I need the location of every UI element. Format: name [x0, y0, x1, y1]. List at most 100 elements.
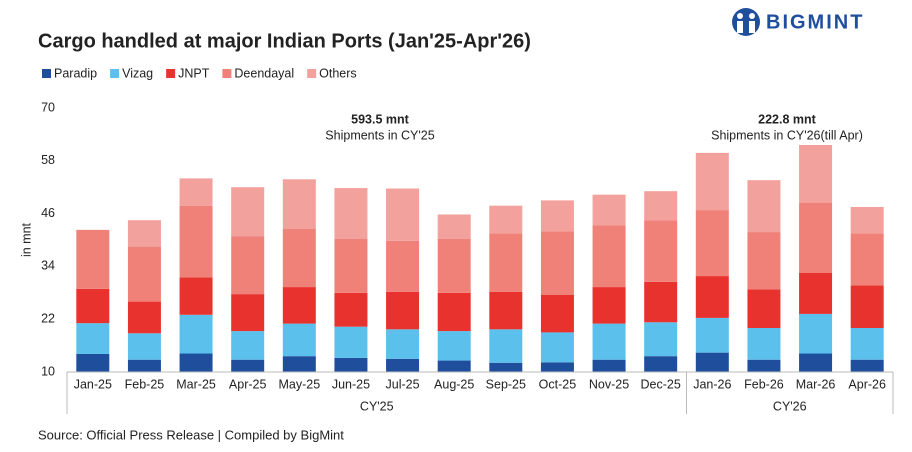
y-tick-label: 58	[41, 153, 55, 167]
group-label: CY'26	[773, 399, 807, 413]
bar-segment	[334, 292, 368, 327]
x-tick-label: Mar-26	[796, 377, 836, 391]
bar-segment	[747, 180, 781, 233]
bar-segment	[592, 323, 626, 360]
legend-label: Paradip	[54, 66, 97, 80]
bar-segment	[540, 332, 574, 363]
bar-segment	[747, 289, 781, 328]
bar-segment	[386, 358, 420, 372]
bar-segment	[127, 333, 161, 360]
bar-segment	[179, 353, 213, 372]
bar-segment	[179, 277, 213, 315]
bar-segment	[386, 329, 420, 359]
bar-segment	[127, 359, 161, 372]
logo-icon	[732, 8, 760, 36]
bar-segment	[489, 205, 523, 234]
legend-label: Deendayal	[234, 66, 294, 80]
bar-segment	[747, 359, 781, 372]
bar-segment	[231, 359, 265, 372]
bar-segment	[179, 314, 213, 354]
bar-segment	[540, 362, 574, 372]
legend-swatch	[110, 69, 120, 78]
x-tick-label: Mar-25	[176, 377, 216, 391]
bar-segment	[386, 188, 420, 241]
x-tick-label: Jan-25	[74, 377, 112, 391]
y-tick-label: 22	[41, 311, 55, 325]
x-tick-label: Oct-25	[539, 377, 577, 391]
bar-segment	[850, 328, 884, 360]
bar-segment	[799, 353, 833, 372]
bar-segment	[334, 357, 368, 372]
bar-segment	[282, 229, 316, 288]
bar-segment	[644, 220, 678, 282]
bar-segment	[850, 207, 884, 234]
bar-segment	[231, 331, 265, 360]
bar-segment	[592, 359, 626, 372]
x-tick-label: Feb-25	[125, 377, 165, 391]
logo-icon-body	[749, 21, 755, 33]
bar-segment	[799, 144, 833, 203]
bar-segment	[747, 328, 781, 360]
x-tick-label: Sep-25	[486, 377, 526, 391]
bar-segment	[489, 329, 523, 363]
bar-segment	[747, 232, 781, 290]
legend-label: Others	[319, 66, 357, 80]
bar-segment	[592, 194, 626, 226]
bar-segment	[282, 287, 316, 324]
x-tick-label: Jun-25	[332, 377, 370, 391]
logo: BIGMINT	[732, 8, 864, 36]
x-tick-label: Nov-25	[589, 377, 629, 391]
bar-segment	[644, 281, 678, 323]
legend-swatch	[42, 69, 51, 78]
bar-segment	[850, 359, 884, 372]
bar-segment	[334, 188, 368, 239]
bar-segment	[179, 178, 213, 206]
legend-label: JNPT	[178, 66, 210, 80]
annotation-text: Shipments in CY'25	[325, 128, 434, 142]
bar-segment	[231, 236, 265, 295]
y-tick-label: 10	[41, 364, 55, 378]
bar-segment	[282, 356, 316, 372]
bar-segment	[799, 313, 833, 354]
bar-segment	[489, 233, 523, 292]
y-tick-label: 46	[41, 206, 55, 220]
bar-segment	[592, 287, 626, 324]
bar-segment	[76, 323, 110, 354]
x-tick-label: Apr-26	[848, 377, 886, 391]
bar-segment	[695, 317, 729, 353]
bar-segment	[489, 291, 523, 330]
bar-segment	[799, 273, 833, 314]
annotation-value: 222.8 mnt	[758, 112, 817, 126]
bar-segment	[282, 179, 316, 229]
bar-segment	[127, 246, 161, 302]
bar-segment	[231, 294, 265, 332]
x-tick-label: Feb-26	[744, 377, 784, 391]
y-tick-label: 34	[41, 259, 55, 273]
bar-segment	[592, 225, 626, 288]
y-axis-label: in mnt	[19, 222, 33, 257]
x-tick-label: Dec-25	[641, 377, 681, 391]
annotation-text: Shipments in CY'26(till Apr)	[711, 128, 863, 142]
bar-segment	[127, 220, 161, 247]
bar-segment	[386, 240, 420, 292]
bar-segment	[489, 362, 523, 372]
y-tick-label: 70	[41, 100, 55, 114]
bar-segment	[437, 292, 471, 332]
legend-label: Vizag	[122, 66, 153, 80]
bar-segment	[437, 360, 471, 372]
x-tick-label: Jul-25	[386, 377, 420, 391]
logo-text: BIGMINT	[766, 11, 864, 33]
bar-segment	[695, 152, 729, 211]
x-tick-label: Apr-25	[229, 377, 267, 391]
x-tick-label: Jan-26	[693, 377, 731, 391]
chart-title: Cargo handled at major Indian Ports (Jan…	[38, 30, 531, 52]
bar-segment	[231, 187, 265, 237]
x-tick-label: May-25	[278, 377, 320, 391]
logo-icon-dot	[737, 13, 743, 19]
bar-segment	[540, 200, 574, 232]
bar-segment	[76, 353, 110, 372]
group-label: CY'25	[360, 399, 394, 413]
x-tick-label: Aug-25	[434, 377, 474, 391]
source: Source: Official Press Release | Compile…	[38, 427, 344, 442]
